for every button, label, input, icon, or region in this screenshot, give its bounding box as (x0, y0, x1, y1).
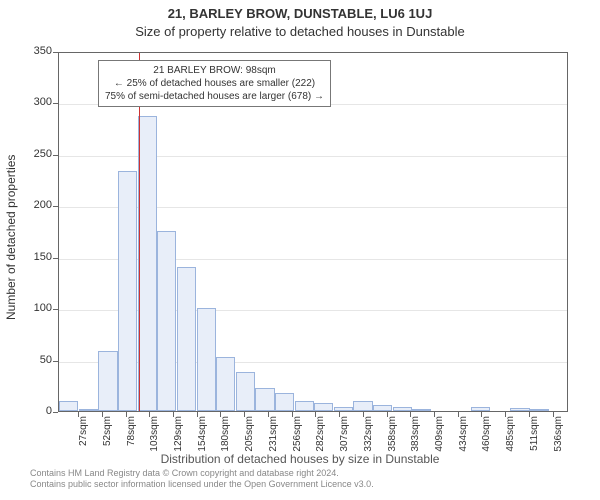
x-tick-label: 154sqm (197, 416, 208, 456)
annotation-box: 21 BARLEY BROW: 98sqm ← 25% of detached … (98, 60, 331, 107)
x-tick-label: 78sqm (126, 416, 137, 456)
y-tick-label: 250 (0, 148, 52, 160)
histogram-bar (197, 308, 216, 411)
y-tick-mark (53, 206, 58, 207)
x-tick-label: 383sqm (410, 416, 421, 456)
y-tick-mark (53, 103, 58, 104)
y-tick-label: 0 (0, 405, 52, 417)
x-tick-mark (268, 412, 269, 417)
y-tick-mark (53, 361, 58, 362)
x-tick-mark (434, 412, 435, 417)
x-tick-mark (410, 412, 411, 417)
annotation-line: 21 BARLEY BROW: 98sqm (105, 64, 324, 77)
x-tick-mark (458, 412, 459, 417)
x-tick-label: 231sqm (268, 416, 279, 456)
x-tick-label: 332sqm (363, 416, 374, 456)
histogram-bar (177, 267, 196, 411)
x-tick-mark (197, 412, 198, 417)
x-tick-mark (149, 412, 150, 417)
x-tick-mark (553, 412, 554, 417)
footer-line: Contains public sector information licen… (30, 479, 592, 490)
histogram-bar (157, 231, 176, 411)
histogram-bar (295, 401, 314, 411)
annotation-line: ← 25% of detached houses are smaller (22… (105, 77, 324, 90)
y-tick-mark (53, 52, 58, 53)
x-tick-mark (339, 412, 340, 417)
x-tick-label: 358sqm (387, 416, 398, 456)
histogram-bar (314, 403, 333, 411)
gridline (59, 156, 567, 157)
x-tick-label: 52sqm (102, 416, 113, 456)
x-tick-label: 434sqm (458, 416, 469, 456)
x-tick-label: 511sqm (529, 416, 540, 456)
x-tick-mark (173, 412, 174, 417)
x-tick-label: 103sqm (149, 416, 160, 456)
histogram-bar (393, 407, 412, 411)
x-tick-mark (363, 412, 364, 417)
histogram-bar (353, 401, 372, 411)
x-tick-label: 27sqm (78, 416, 89, 456)
y-tick-mark (53, 412, 58, 413)
x-tick-mark (78, 412, 79, 417)
x-tick-mark (244, 412, 245, 417)
x-tick-mark (220, 412, 221, 417)
x-tick-mark (505, 412, 506, 417)
y-tick-label: 150 (0, 251, 52, 263)
histogram-bar (216, 357, 235, 412)
x-tick-label: 460sqm (481, 416, 492, 456)
x-tick-label: 307sqm (339, 416, 350, 456)
y-tick-mark (53, 155, 58, 156)
x-tick-label: 485sqm (505, 416, 516, 456)
page-title: 21, BARLEY BROW, DUNSTABLE, LU6 1UJ (0, 6, 600, 21)
x-tick-mark (315, 412, 316, 417)
histogram-bar (510, 408, 529, 411)
y-tick-label: 100 (0, 302, 52, 314)
histogram-bar (59, 401, 78, 411)
x-tick-label: 180sqm (220, 416, 231, 456)
x-tick-label: 536sqm (553, 416, 564, 456)
y-tick-label: 50 (0, 354, 52, 366)
x-tick-label: 129sqm (173, 416, 184, 456)
y-tick-mark (53, 309, 58, 310)
histogram-bar (118, 171, 137, 411)
x-tick-mark (292, 412, 293, 417)
footer-line: Contains HM Land Registry data © Crown c… (30, 468, 592, 479)
x-tick-mark (126, 412, 127, 417)
y-tick-label: 350 (0, 45, 52, 57)
x-tick-label: 409sqm (434, 416, 445, 456)
y-tick-mark (53, 258, 58, 259)
x-tick-mark (387, 412, 388, 417)
x-tick-label: 256sqm (292, 416, 303, 456)
histogram-bar (275, 393, 294, 412)
y-tick-label: 200 (0, 199, 52, 211)
y-axis-label: Number of detached properties (4, 155, 18, 320)
histogram-bar (412, 409, 431, 411)
x-tick-mark (529, 412, 530, 417)
histogram-bar (79, 409, 98, 411)
annotation-line: 75% of semi-detached houses are larger (… (105, 90, 324, 103)
x-tick-label: 205sqm (244, 416, 255, 456)
histogram-bar (138, 116, 157, 411)
histogram-bar (334, 407, 353, 411)
x-tick-mark (102, 412, 103, 417)
x-tick-label: 282sqm (315, 416, 326, 456)
histogram-bar (373, 405, 392, 411)
footer-attribution: Contains HM Land Registry data © Crown c… (30, 468, 592, 490)
histogram-bar (471, 407, 490, 411)
histogram-bar (236, 372, 255, 411)
histogram-bar (255, 388, 274, 411)
histogram-bar (98, 351, 117, 411)
x-tick-mark (481, 412, 482, 417)
y-tick-label: 300 (0, 96, 52, 108)
page-subtitle: Size of property relative to detached ho… (0, 24, 600, 39)
histogram-bar (530, 409, 549, 411)
